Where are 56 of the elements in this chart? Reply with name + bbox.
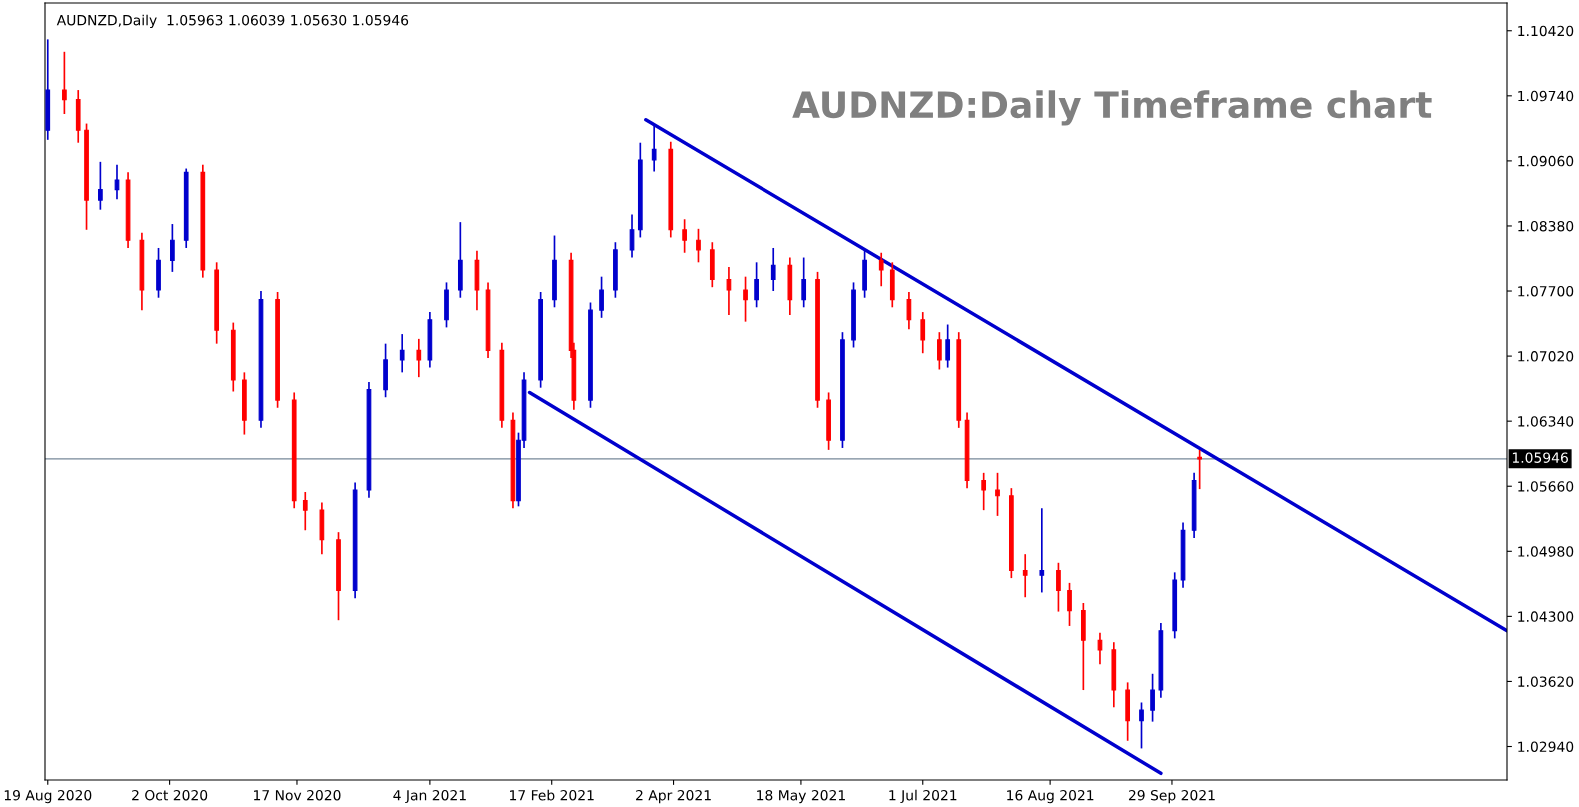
candlestick <box>754 261 759 309</box>
y-tick-label: 1.07700 <box>1518 285 1574 297</box>
y-tick-label: 1.09740 <box>1518 90 1574 102</box>
x-tick-label: 18 May 2021 <box>757 789 845 804</box>
candlestick <box>1139 701 1144 750</box>
candlestick <box>878 251 884 288</box>
candlestick <box>599 275 604 319</box>
y-tick-label: 1.09060 <box>1518 155 1574 167</box>
candlestick <box>995 472 1000 517</box>
y-tick-label: 1.02940 <box>1518 741 1574 752</box>
y-tick-label: 1.06340 <box>1518 416 1574 427</box>
candlestick <box>62 50 67 115</box>
candlestick <box>302 491 308 532</box>
x-tick-label: 2 Oct 2020 <box>132 789 208 801</box>
candlestick <box>170 223 175 273</box>
candlestick <box>98 161 103 211</box>
x-tick-label: 4 Jan 2021 <box>393 789 466 804</box>
text: AUDNZD:Daily Timeframe chart <box>792 90 1432 126</box>
candlestick <box>1022 553 1028 599</box>
candlestick <box>114 163 120 200</box>
x-tick-label: 16 Aug 2021 <box>1007 789 1094 804</box>
x-tick-label: 1 Jul 2021 <box>889 789 957 804</box>
candlestick <box>1039 507 1045 594</box>
candlestick <box>743 275 748 323</box>
y-tick-label: 1.08380 <box>1518 220 1574 232</box>
x-tick-label: 17 Feb 2021 <box>510 789 594 801</box>
candlestick <box>416 338 422 378</box>
x-tick-label: 19 Aug 2020 <box>4 789 92 804</box>
y-tick-label: 1.04300 <box>1518 611 1574 622</box>
candlestick <box>1150 672 1155 723</box>
y-tick-label: 1.05660 <box>1518 481 1574 492</box>
ref-line-label: 1.05946 <box>1512 452 1568 463</box>
candlestick <box>920 311 926 355</box>
x-tick-label: 29 Sep 2021 <box>1128 789 1215 804</box>
candlestick <box>1097 631 1103 666</box>
y-tick-label: 1.03620 <box>1518 676 1574 687</box>
candlestick <box>937 331 942 371</box>
candlestick <box>682 218 687 254</box>
x-tick-label: 17 Nov 2020 <box>254 789 341 801</box>
candlestick <box>1056 561 1061 613</box>
candlestick <box>696 227 701 264</box>
candlestick <box>906 291 912 331</box>
candlestick <box>1197 449 1203 490</box>
x-tick-label: 2 Apr 2021 <box>636 789 711 804</box>
y-tick-label: 1.04980 <box>1518 546 1574 557</box>
candlestick <box>726 266 732 316</box>
candlestick <box>651 123 657 173</box>
candlestick <box>801 256 807 309</box>
y-tick-label: 1.07020 <box>1518 351 1574 362</box>
y-tick-label: 1.10420 <box>1518 25 1574 37</box>
candlestick <box>945 323 951 369</box>
candlestick <box>770 247 776 292</box>
candlestick <box>399 333 405 374</box>
text: AUDNZD,Daily 1.05963 1.06039 1.05630 1.05946 <box>56 14 409 29</box>
candlestick <box>1067 582 1072 627</box>
candlestick <box>981 472 987 511</box>
